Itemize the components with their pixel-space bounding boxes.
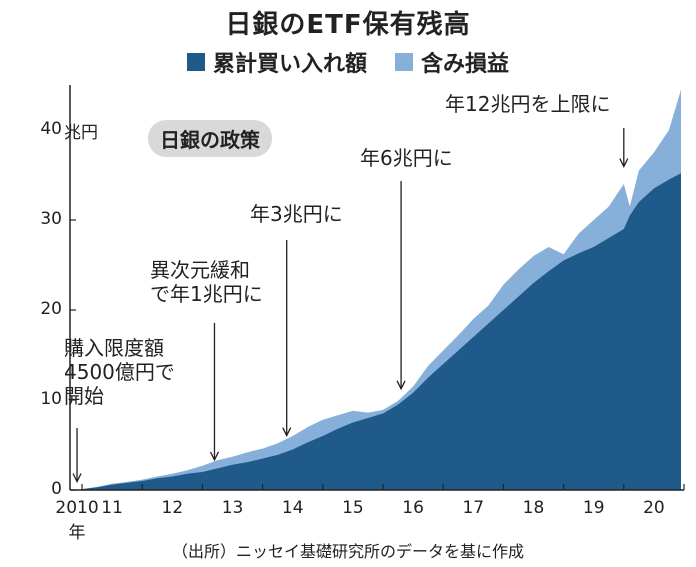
- annotation-label: 年12兆円を上限に: [445, 92, 611, 116]
- y-tick-label: 30: [40, 209, 62, 229]
- policy-badge: 日銀の政策: [148, 120, 272, 157]
- y-tick-label: 40: [40, 119, 62, 139]
- legend: 累計買い入れ額 含み損益: [0, 46, 696, 78]
- x-tick-label: 15: [342, 498, 364, 518]
- x-tick-label: 13: [221, 498, 244, 518]
- legend-swatch-purchases: [186, 53, 205, 71]
- annotation-label: 異次元緩和 で年1兆円に: [150, 258, 263, 306]
- x-tick-label: 19: [582, 498, 605, 518]
- y-tick-label: 0: [51, 479, 62, 499]
- annotation-label: 年3兆円に: [250, 202, 343, 226]
- annotation-arrowhead: [209, 451, 220, 462]
- legend-label-purchases: 累計買い入れ額: [212, 52, 367, 77]
- x-tick-label: 17: [462, 498, 485, 518]
- x-tick-label: 2010年: [55, 498, 99, 543]
- x-tick-label: 12: [161, 498, 184, 518]
- source-note: （出所）ニッセイ基礎研究所のデータを基に作成: [171, 542, 524, 561]
- annotation-arrowhead: [396, 380, 406, 391]
- annotation-arrowhead: [619, 158, 629, 168]
- annotation-label: 年6兆円に: [360, 146, 453, 170]
- x-tick-label: 20: [643, 498, 665, 518]
- legend-swatch-unrealized: [395, 53, 413, 71]
- y-tick-label: 10: [40, 389, 62, 409]
- legend-label-unrealized: 含み損益: [421, 52, 510, 77]
- x-tick-label: 16: [402, 498, 424, 518]
- y-unit-label: 兆円: [64, 123, 98, 143]
- legend-item-unrealized: 含み損益: [395, 46, 509, 78]
- x-tick-label: 14: [281, 498, 304, 518]
- annotation-arrowhead: [72, 473, 82, 483]
- x-tick-label: 11: [101, 498, 123, 518]
- legend-item-purchases: 累計買い入れ額: [186, 46, 367, 78]
- chart-title: 日銀のETF保有残高: [225, 10, 471, 40]
- y-tick-label: 20: [40, 299, 62, 319]
- annotation-label: 購入限度額 4500億円で 開始: [64, 336, 175, 408]
- series-area-purchases: [77, 173, 681, 490]
- x-tick-label: 18: [522, 498, 545, 518]
- annotation-arrowhead: [282, 427, 292, 438]
